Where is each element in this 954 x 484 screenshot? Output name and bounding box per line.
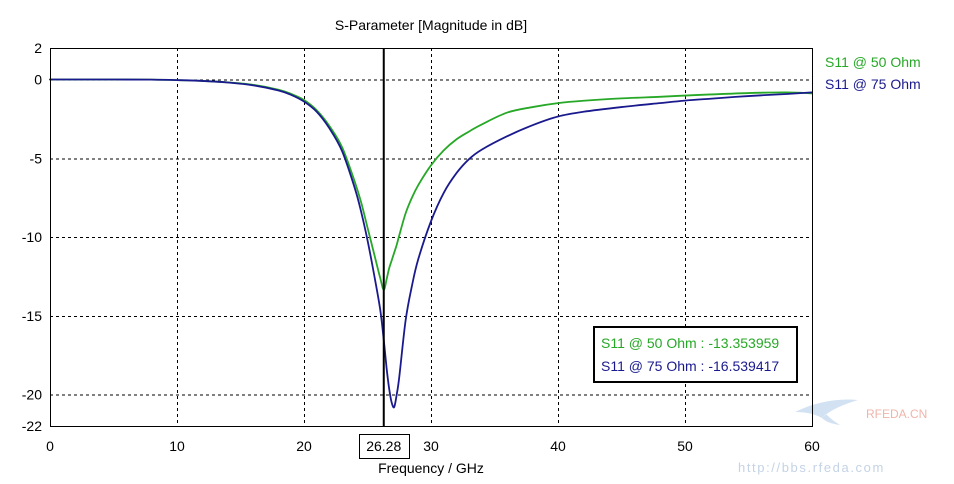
y-tick-label: 2: [34, 40, 42, 56]
series-lines: [49, 78, 813, 409]
x-tick-label: 60: [804, 438, 820, 454]
marker-x-label-box[interactable]: [359, 434, 410, 459]
watermark: RFEDA.CN http://bbs.rfeda.com: [738, 399, 927, 475]
chart-title: S-Parameter [Magnitude in dB]: [335, 17, 527, 33]
x-tick-label: 0: [46, 438, 54, 454]
legend-entry[interactable]: S11 @ 75 Ohm: [825, 76, 921, 92]
marker-x-label-text: 26.28: [366, 438, 401, 454]
series-line-s11-75-ohm[interactable]: [49, 78, 813, 409]
marker-readout-line: S11 @ 75 Ohm : -16.539417: [601, 358, 779, 374]
x-tick-label: 40: [550, 438, 566, 454]
x-tick-label: 10: [169, 438, 185, 454]
marker-readout-box: S11 @ 50 Ohm : -13.353959 S11 @ 75 Ohm : …: [593, 326, 798, 383]
y-tick-label: -22: [22, 418, 42, 434]
x-tick-label: 20: [296, 438, 312, 454]
x-axis-tick-labels: 0 10 20 30 40 50 60: [46, 438, 820, 454]
marker-x-label[interactable]: 26.28: [359, 434, 410, 459]
y-tick-label: -5: [30, 150, 43, 166]
watermark-bird-logo: [795, 399, 858, 425]
y-tick-label: -20: [22, 387, 42, 403]
plot-frame: [50, 48, 813, 427]
x-axis-label: Frequency / GHz: [378, 460, 484, 476]
marker-readout-line: S11 @ 50 Ohm : -13.353959: [601, 335, 779, 351]
marker-readout-frame: [593, 326, 798, 383]
y-tick-label: 0: [34, 72, 42, 88]
y-tick-label: -15: [22, 308, 42, 324]
y-tick-label: -10: [22, 229, 42, 245]
legend: S11 @ 50 Ohm S11 @ 75 Ohm: [825, 54, 921, 92]
x-tick-label: 50: [677, 438, 693, 454]
legend-entry[interactable]: S11 @ 50 Ohm: [825, 54, 921, 70]
watermark-url: http://bbs.rfeda.com: [738, 460, 885, 475]
x-tick-label: 30: [423, 438, 439, 454]
y-axis-tick-labels: 2 0 -5 -10 -15 -20 -22: [22, 40, 42, 434]
watermark-logo-text: RFEDA.CN: [866, 407, 927, 421]
